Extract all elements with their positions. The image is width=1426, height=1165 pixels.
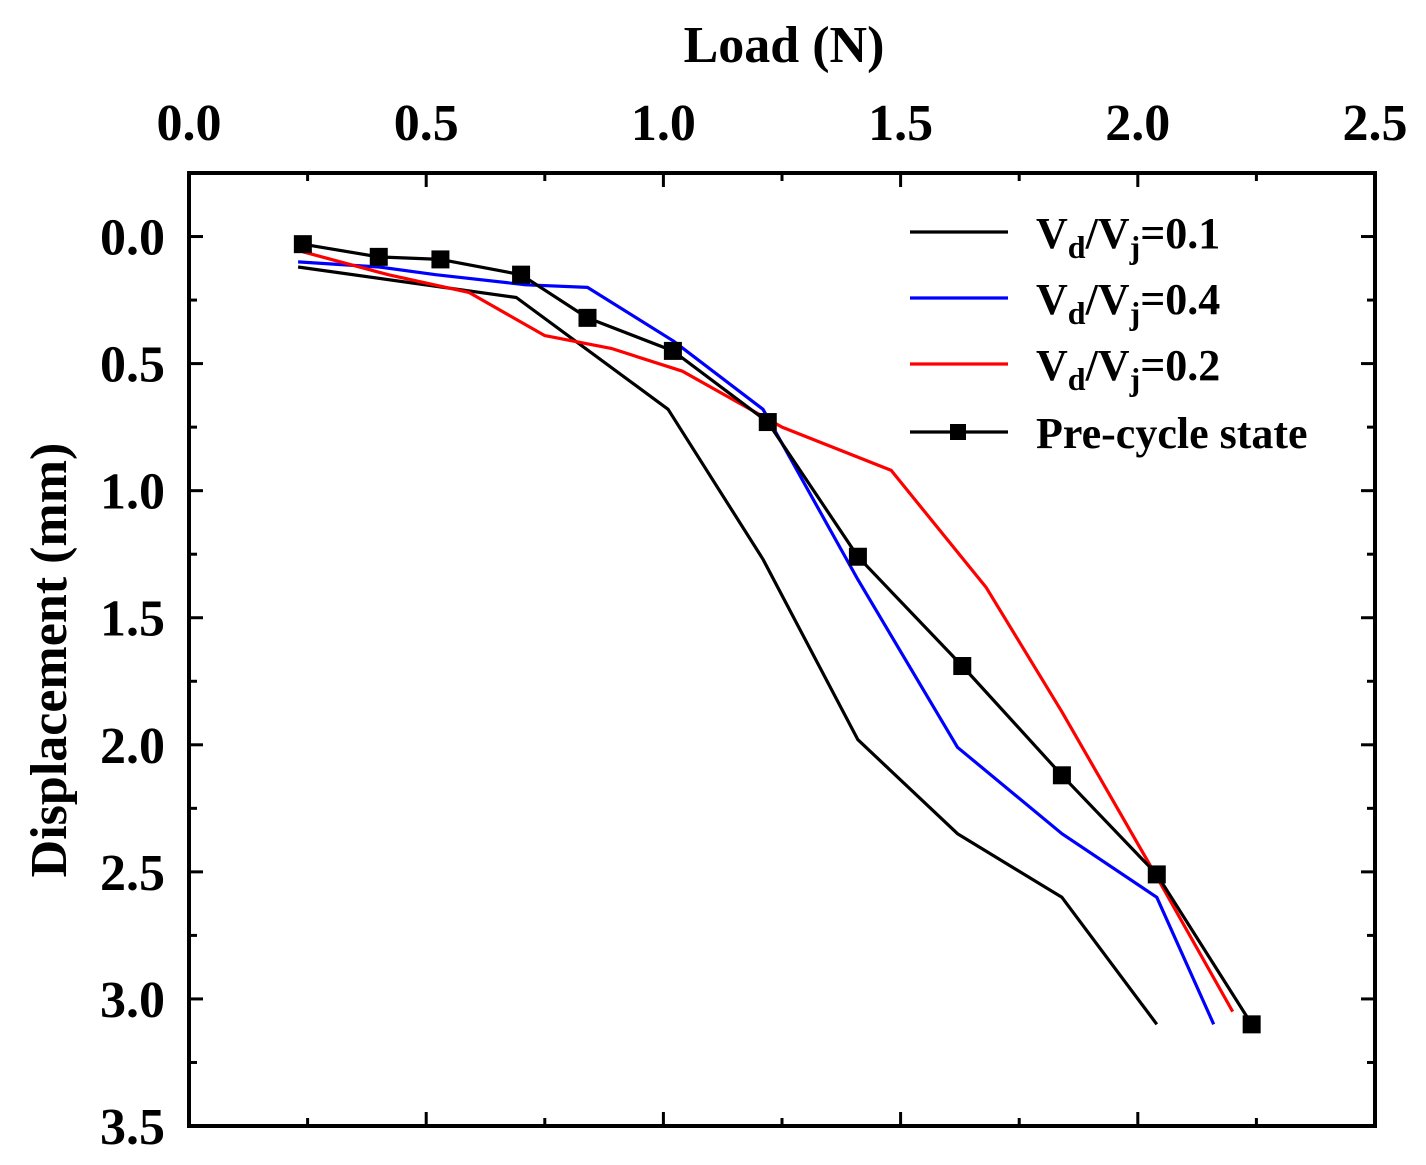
x-tick-label: 1.0 [631, 95, 696, 152]
y-axis-title: Displacement (mm) [21, 443, 78, 878]
series-4-marker [848, 547, 867, 566]
legend-label: Vd/Vj=0.2 [1036, 341, 1220, 397]
y-tick-label: 0.0 [100, 210, 165, 267]
series-4-marker [1052, 766, 1071, 785]
y-tick-label: 3.5 [100, 1099, 165, 1156]
legend-label: Vd/Vj=0.1 [1036, 209, 1220, 265]
y-tick-label: 2.5 [100, 845, 165, 902]
y-tick-label: 2.0 [100, 718, 165, 775]
x-tick-label: 0.5 [394, 95, 459, 152]
legend-label: Pre-cycle state [1036, 409, 1308, 458]
series-4-marker [1242, 1015, 1261, 1034]
x-tick-label: 1.5 [868, 95, 933, 152]
series-4-marker [758, 413, 777, 432]
x-tick-label: 2.0 [1105, 95, 1170, 152]
series-4-marker [1147, 865, 1166, 884]
series-2-line [297, 260, 1216, 1025]
series-4-marker [431, 250, 450, 269]
x-tick-label: 2.5 [1343, 95, 1408, 152]
series-4-line [302, 242, 1254, 1026]
x-axis-title: Load (N) [684, 17, 885, 74]
x-tick-label: 0.0 [157, 95, 222, 152]
legend: Vd/Vj=0.1 Vd/Vj=0.4 Vd/Vj=0.2 Pre-cycle sta… [910, 209, 1308, 458]
series-4-marker [512, 265, 531, 284]
legend-label: Vd/Vj=0.4 [1036, 275, 1220, 331]
series-4-marker [369, 247, 388, 266]
series-3-line [302, 250, 1235, 1013]
y-tick-label: 1.0 [100, 464, 165, 521]
series-1-line [297, 265, 1159, 1026]
ticks-layer: 0.0 0.5 1.0 1.5 2.0 2.5 0.0 0.5 1.0 1.5 2.0 2.5 3.0 3… [100, 95, 1408, 1156]
y-tick-label: 0.5 [100, 337, 165, 394]
series-4-marker [953, 657, 972, 676]
series-layer [293, 235, 1261, 1034]
legend-swatch-marker [950, 424, 966, 440]
series-4-marker [663, 341, 682, 360]
y-tick-label: 1.5 [100, 591, 165, 648]
series-4-marker [293, 235, 312, 254]
series-4-marker [578, 308, 597, 327]
y-tick-label: 3.0 [100, 972, 165, 1029]
